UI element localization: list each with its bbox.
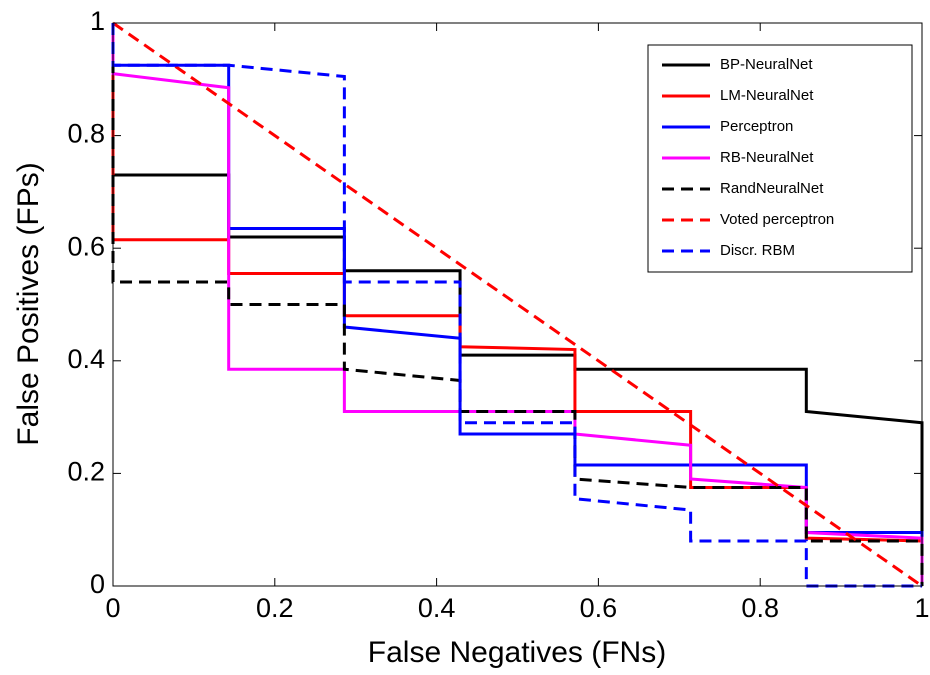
legend-label: RandNeuralNet — [720, 180, 824, 197]
legend-label: RB-NeuralNet — [720, 149, 814, 166]
x-tick-label: 0.4 — [418, 593, 456, 623]
x-tick-label: 0.8 — [741, 593, 779, 623]
legend-label: BP-NeuralNet — [720, 56, 813, 73]
legend-label: Perceptron — [720, 118, 793, 135]
y-tick-label: 0.6 — [67, 231, 105, 261]
legend-label: Voted perceptron — [720, 211, 834, 228]
y-tick-label: 1 — [90, 6, 105, 36]
series-line — [111, 23, 922, 588]
x-tick-label: 0.6 — [580, 593, 618, 623]
series-line — [112, 21, 923, 588]
legend: BP-NeuralNet LM-NeuralNet Perceptron RB-Neu… — [647, 44, 913, 273]
x-axis-label: False Negatives (FNs) — [368, 636, 666, 669]
x-tick-label: 0.2 — [256, 593, 294, 623]
x-tick-label: 1 — [914, 593, 929, 623]
legend-label: LM-NeuralNet — [720, 87, 814, 104]
y-tick-label: 0 — [90, 569, 105, 599]
plot-frame — [112, 22, 923, 587]
x-tick-label: 0 — [105, 593, 120, 623]
legend-label: Discr. RBM — [720, 242, 795, 259]
series-line — [111, 23, 924, 586]
y-tick-label: 0.8 — [67, 119, 105, 149]
y-axis-label: False Positives (FPs) — [12, 162, 45, 445]
y-tick-label: 0.4 — [67, 344, 105, 374]
y-tick-label: 0.2 — [67, 457, 105, 487]
